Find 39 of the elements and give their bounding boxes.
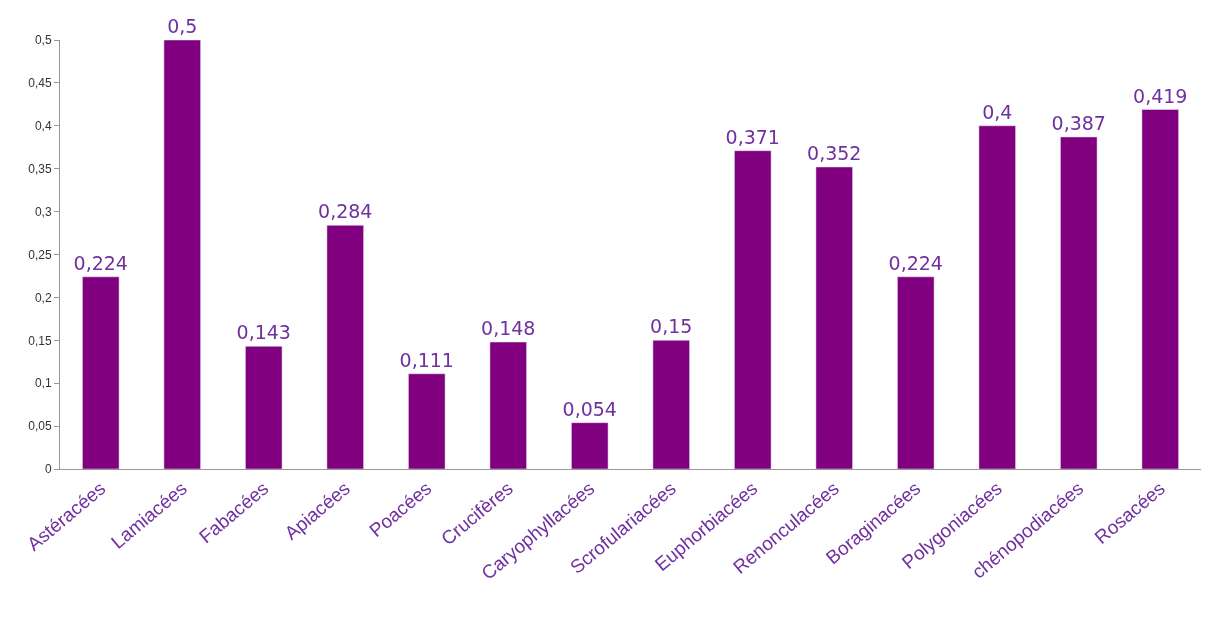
data-label: 0,284 [318, 200, 373, 223]
data-label: 0,148 [481, 317, 536, 340]
bar [897, 276, 935, 469]
data-label: 0,224 [888, 251, 943, 274]
data-label: 0,143 [236, 321, 291, 344]
bar [1060, 136, 1098, 469]
y-tick-label: 0,4 [34, 119, 52, 133]
y-tick-label: 0 [44, 462, 52, 477]
bar [652, 340, 690, 469]
bar [163, 40, 201, 469]
data-label: 0,054 [562, 397, 617, 420]
y-tick-label: 0,5 [34, 33, 52, 48]
y-tick-label: 0,3 [34, 204, 52, 219]
bar [408, 373, 446, 469]
data-label: 0,387 [1051, 111, 1106, 134]
bar [489, 341, 527, 469]
bar [734, 150, 772, 469]
y-tick-label: 0,35 [28, 161, 52, 176]
y-tick-label: 0,1 [34, 376, 52, 391]
y-tick-label: 0,45 [28, 76, 52, 91]
y-tick-label: 0,25 [28, 247, 52, 262]
bar [978, 125, 1016, 469]
y-tick-label: 0,05 [28, 419, 52, 434]
y-tick-label: 0,2 [34, 290, 52, 305]
data-label: 0,224 [73, 251, 128, 274]
bar [815, 166, 853, 469]
data-label: 0,5 [167, 15, 198, 37]
data-label: 0,4 [982, 100, 1013, 123]
y-tick-label: 0,15 [28, 333, 52, 348]
bar [571, 422, 609, 469]
bar [245, 346, 283, 469]
data-label: 0,15 [650, 315, 693, 338]
data-label: 0,352 [807, 141, 862, 164]
bar [82, 276, 120, 469]
data-label: 0,419 [1133, 84, 1188, 107]
bar [1141, 109, 1179, 469]
data-label: 0,371 [725, 125, 780, 148]
data-label: 0,111 [399, 348, 454, 371]
bar [326, 225, 364, 469]
